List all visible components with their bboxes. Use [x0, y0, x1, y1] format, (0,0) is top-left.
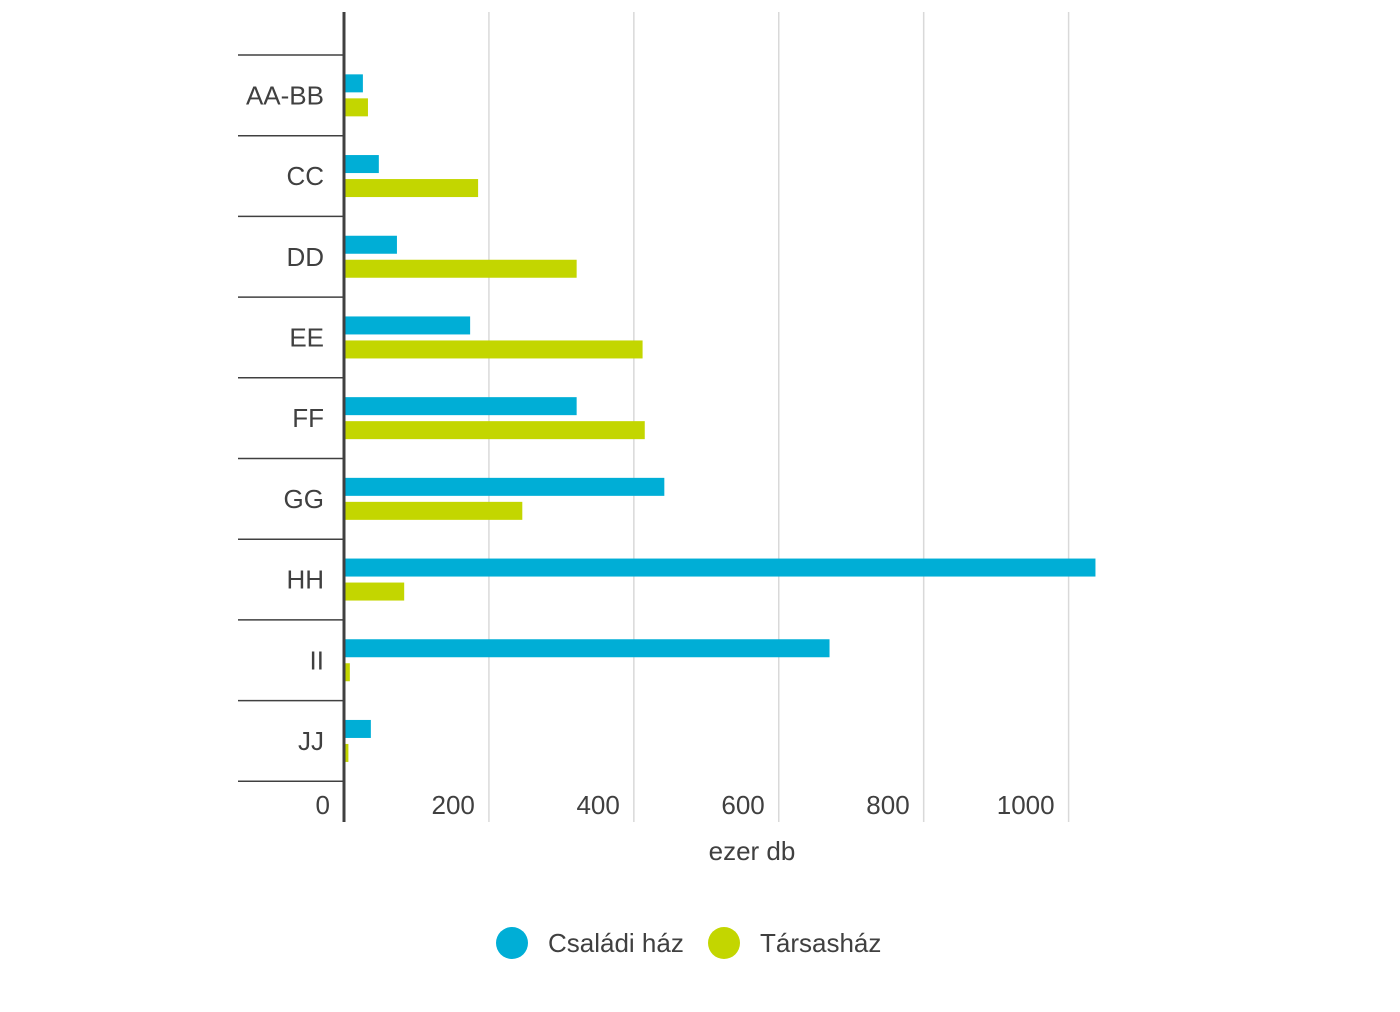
legend-label: Társasház: [760, 928, 881, 958]
x-axis-title: ezer db: [709, 836, 796, 866]
bar-tarsashaz-dd: [345, 259, 577, 278]
bar-tarsashaz-cc: [345, 179, 479, 198]
bar-csaladi-haz-aa-bb: [345, 74, 363, 93]
bar-tarsashaz-ee: [345, 340, 643, 359]
x-tick-label: 1000: [997, 790, 1055, 820]
category-separators: [238, 54, 344, 783]
category-label: AA-BB: [246, 80, 324, 110]
x-tick-label: 800: [866, 790, 909, 820]
category-label: HH: [286, 565, 324, 595]
bar-csaladi-haz-jj: [345, 719, 371, 738]
category-label: EE: [289, 322, 324, 352]
bar-tarsashaz-gg: [345, 501, 523, 520]
bar-tarsashaz-jj: [345, 743, 349, 762]
category-label: CC: [286, 161, 324, 191]
bar-tarsashaz-aa-bb: [345, 98, 368, 117]
x-tick-label: 400: [576, 790, 619, 820]
legend-label: Családi ház: [548, 928, 684, 958]
category-labels: AA-BB CC DD EE FF GG HH II JJ: [246, 80, 324, 756]
bar-csaladi-haz-cc: [345, 155, 379, 174]
category-label: DD: [286, 242, 324, 272]
bar-csaladi-haz-hh: [345, 558, 1096, 577]
bar-tarsashaz-ff: [345, 421, 645, 440]
bar-tarsashaz-hh: [345, 582, 405, 601]
category-label: II: [310, 645, 324, 675]
legend-marker: [708, 927, 740, 959]
bar-csaladi-haz-ff: [345, 397, 577, 416]
bars: [345, 74, 1096, 762]
bar-csaladi-haz-dd: [345, 235, 397, 254]
category-label: FF: [292, 403, 324, 433]
category-label: JJ: [298, 726, 324, 756]
x-tick-label: 0: [316, 790, 330, 820]
bar-tarsashaz-ii: [345, 663, 350, 682]
legend: Családi ház Társasház: [496, 927, 881, 959]
x-tick-label: 600: [721, 790, 764, 820]
category-label: GG: [284, 484, 324, 514]
bar-csaladi-haz-ee: [345, 316, 471, 335]
bar-csaladi-haz-ii: [345, 639, 830, 658]
bar-csaladi-haz-gg: [345, 477, 665, 496]
x-tick-labels: 0 200 400 600 800 1000: [316, 790, 1055, 820]
legend-marker: [496, 927, 528, 959]
x-tick-label: 200: [432, 790, 475, 820]
gridlines: [488, 12, 1070, 822]
